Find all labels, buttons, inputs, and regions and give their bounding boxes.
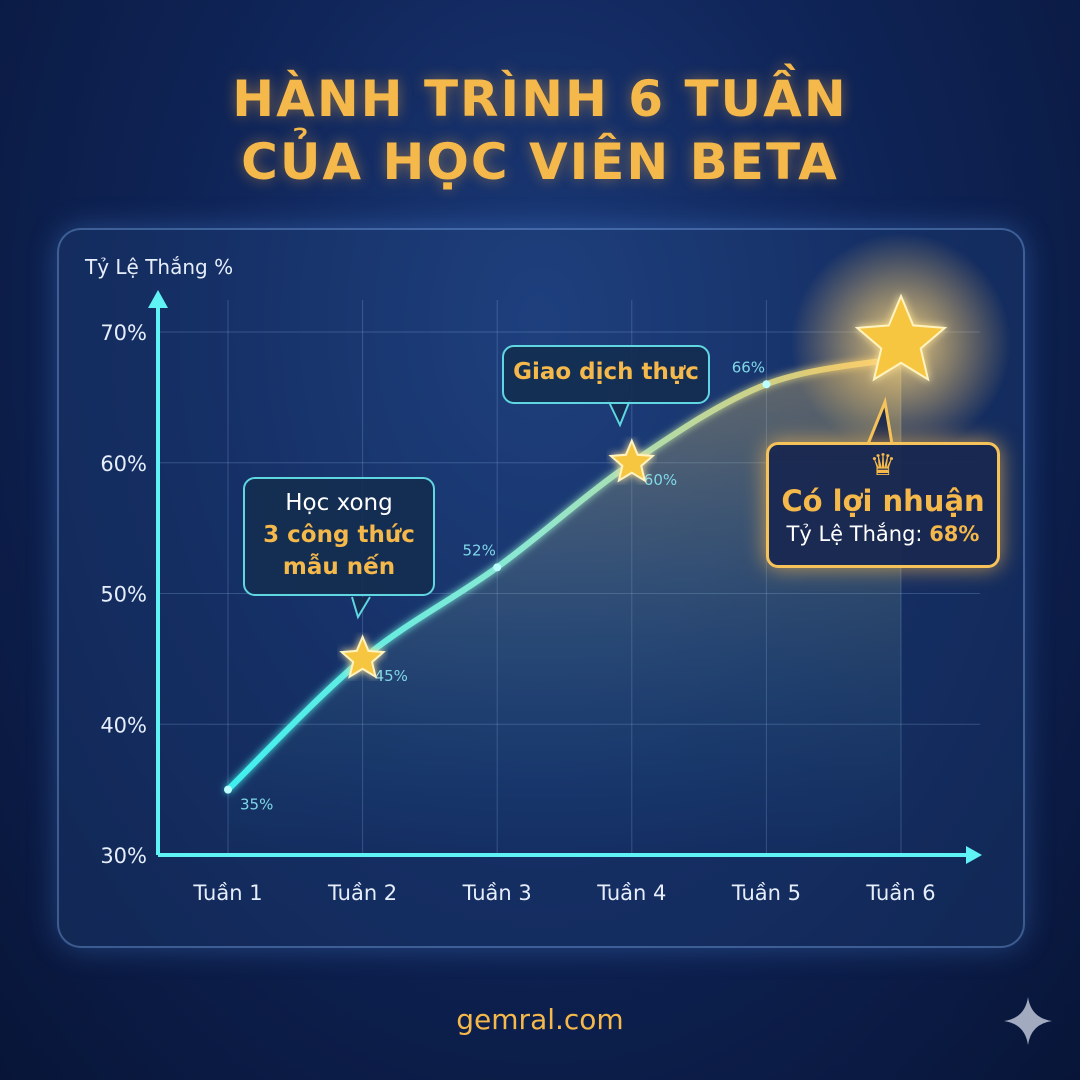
annotation-week6: ♛ Có lợi nhuận Tỷ Lệ Thắng: 68% <box>766 442 1000 568</box>
star-icon <box>339 634 386 679</box>
data-label: 60% <box>644 471 677 489</box>
footer-site: gemral.com <box>456 1003 624 1036</box>
x-tick-label: Tuần 4 <box>596 881 666 905</box>
annotation-label: Tỷ Lệ Thắng: <box>786 522 923 546</box>
y-tick-label: 60% <box>100 452 147 476</box>
area-fill <box>228 358 901 855</box>
annotation-value: 68% <box>929 522 980 546</box>
annotation-title: Có lợi nhuận <box>781 484 985 518</box>
annotation-week4: Giao dịch thực <box>502 345 710 404</box>
data-point <box>224 785 232 794</box>
data-point <box>493 563 502 572</box>
annotation-text: mẫu nến <box>282 554 396 580</box>
sparkle-icon <box>1004 997 1052 1045</box>
x-axis-arrow <box>966 846 982 864</box>
star-icon <box>854 293 948 382</box>
data-point <box>762 380 771 389</box>
x-tick-label: Tuần 5 <box>731 881 801 905</box>
annotation-text: 3 công thức <box>263 522 415 548</box>
title-line-2: CỦA HỌC VIÊN BETA <box>241 133 839 191</box>
y-tick-label: 70% <box>100 321 147 345</box>
annotation-text: Học xong <box>285 490 393 516</box>
callout-pointer <box>866 396 894 445</box>
star-icon <box>608 438 656 483</box>
x-tick-label: Tuần 6 <box>865 881 935 905</box>
crown-icon: ♛ <box>869 448 897 483</box>
x-tick-label: Tuần 3 <box>462 881 532 905</box>
callout-pointer <box>607 399 631 428</box>
data-label: 45% <box>375 667 408 685</box>
y-axis-label: Tỷ Lệ Thắng % <box>85 255 234 279</box>
data-label: 35% <box>240 796 273 814</box>
x-tick-label: Tuần 2 <box>327 881 397 905</box>
y-tick-label: 30% <box>100 844 147 868</box>
annotation-week2: Học xong 3 công thức mẫu nến <box>243 477 435 596</box>
data-label: 52% <box>463 541 496 559</box>
series-line <box>225 355 904 793</box>
x-tick-label: Tuần 1 <box>192 881 262 905</box>
y-axis-arrow <box>148 290 168 308</box>
y-tick-label: 40% <box>100 713 147 737</box>
data-label: 66% <box>732 358 765 376</box>
title-line-1: HÀNH TRÌNH 6 TUẦN <box>232 70 848 128</box>
y-tick-label: 50% <box>100 583 147 607</box>
callout-pointer <box>351 596 371 620</box>
